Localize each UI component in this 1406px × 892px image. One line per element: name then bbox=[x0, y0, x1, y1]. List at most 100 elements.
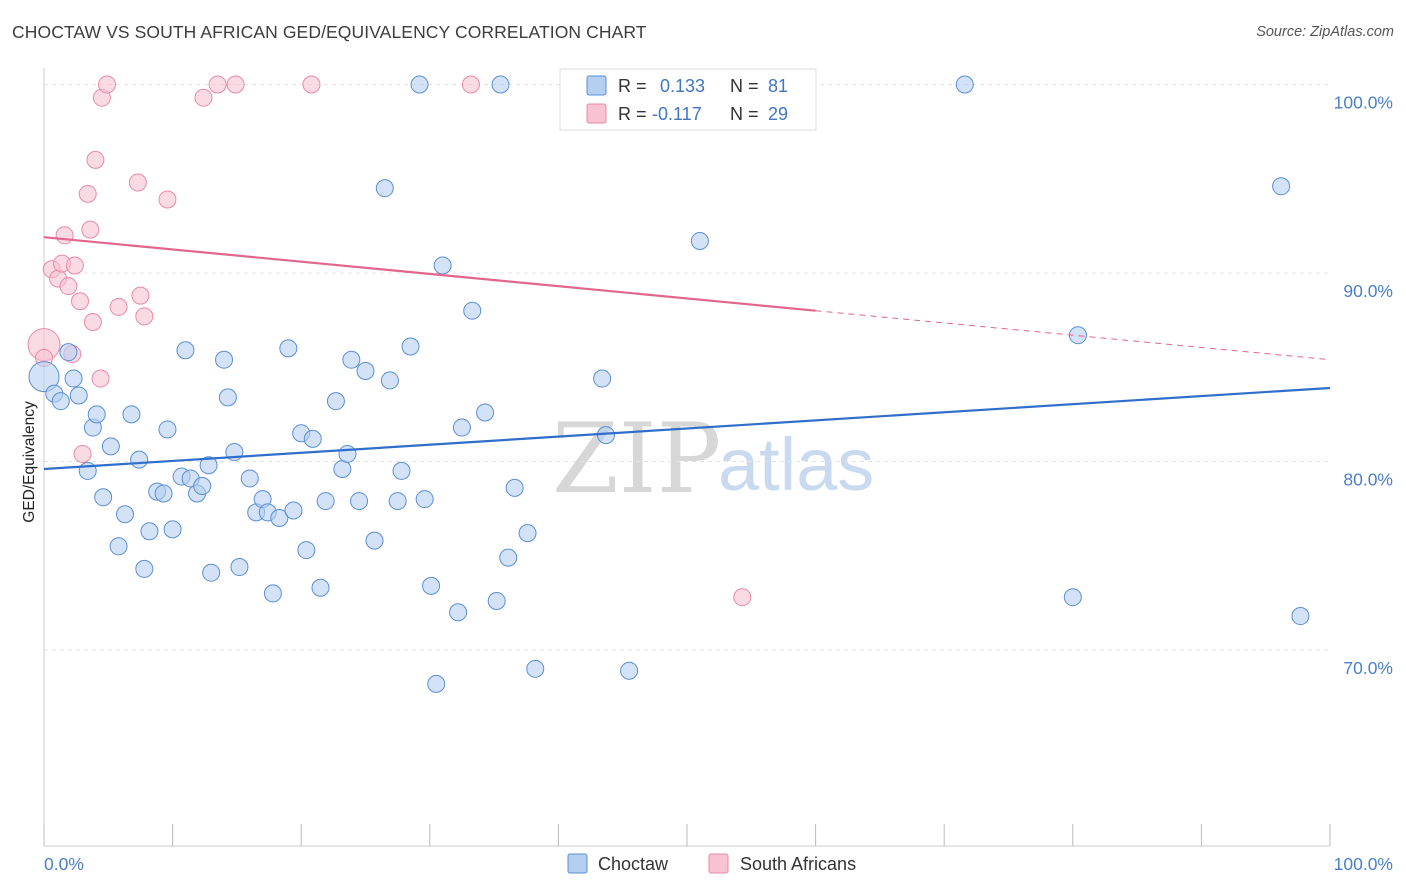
legend-n-label-choctaw: N = bbox=[730, 76, 759, 96]
south-africans-point bbox=[81, 220, 100, 239]
south-africans-point bbox=[733, 588, 752, 607]
choctaw-point bbox=[140, 522, 159, 541]
choctaw-point bbox=[593, 369, 612, 388]
choctaw-point bbox=[392, 461, 411, 480]
south-africans-point bbox=[131, 286, 150, 305]
choctaw-point bbox=[476, 403, 495, 422]
legend-swatch-choctaw bbox=[586, 75, 607, 96]
choctaw-point bbox=[193, 476, 212, 495]
choctaw-point bbox=[1063, 588, 1082, 607]
choctaw-point bbox=[326, 392, 345, 411]
choctaw-point bbox=[596, 426, 615, 445]
choctaw-point bbox=[154, 484, 173, 503]
choctaw-point bbox=[452, 418, 471, 437]
series-legend: Choctaw South Africans bbox=[567, 853, 856, 874]
choctaw-point bbox=[427, 674, 446, 693]
choctaw-point bbox=[1291, 607, 1310, 626]
choctaw-point bbox=[279, 339, 298, 358]
choctaw-point bbox=[422, 576, 441, 595]
south-africans-point bbox=[71, 292, 90, 311]
choctaw-point bbox=[1272, 177, 1291, 196]
south-africans-point bbox=[135, 307, 154, 326]
y-tick-label: 100.0% bbox=[1334, 93, 1393, 113]
axes bbox=[43, 68, 1331, 847]
choctaw-point bbox=[303, 429, 322, 448]
chart-source: Source: ZipAtlas.com bbox=[1256, 24, 1394, 40]
trend-lines bbox=[43, 236, 1331, 471]
choctaw-point bbox=[163, 520, 182, 539]
bottom-legend-label-south-africans: South Africans bbox=[740, 854, 856, 874]
x-tick-label: 0.0% bbox=[44, 854, 84, 874]
south-africans-trend-extension bbox=[815, 310, 1331, 361]
choctaw-point bbox=[297, 541, 316, 560]
choctaw-point bbox=[356, 362, 375, 381]
choctaw-point bbox=[101, 437, 120, 456]
choctaw-point bbox=[505, 478, 524, 497]
choctaw-point bbox=[526, 659, 545, 678]
south-africans-point bbox=[91, 369, 110, 388]
watermark-zip: ZIP bbox=[552, 403, 721, 515]
choctaw-point bbox=[333, 460, 352, 479]
choctaw-point bbox=[491, 75, 510, 94]
y-axis-title: GED/Equivalency bbox=[21, 401, 38, 523]
choctaw-point bbox=[433, 256, 452, 275]
choctaw-points bbox=[28, 75, 1310, 693]
bottom-legend-swatch-south-africans bbox=[708, 853, 729, 874]
x-tick-labels: 0.0% 100.0% bbox=[44, 854, 1393, 874]
south-africans-point bbox=[226, 75, 245, 94]
choctaw-point bbox=[28, 361, 60, 393]
choctaw-point bbox=[410, 75, 429, 94]
choctaw-point bbox=[218, 388, 237, 407]
south-africans-point bbox=[65, 256, 84, 275]
choctaw-point bbox=[87, 405, 106, 424]
south-africans-point bbox=[73, 444, 92, 463]
y-tick-label: 90.0% bbox=[1343, 281, 1393, 301]
watermark-atlas: atlas bbox=[718, 423, 874, 506]
choctaw-point bbox=[130, 450, 149, 469]
stats-legend: R = 0.133 N = 81 R = -0.117 N = 29 bbox=[559, 68, 817, 131]
south-africans-point bbox=[158, 190, 177, 209]
legend-swatch-south-africans bbox=[586, 103, 607, 124]
choctaw-point bbox=[375, 179, 394, 198]
choctaw-point bbox=[240, 469, 259, 488]
choctaw-point bbox=[199, 456, 218, 475]
choctaw-point bbox=[316, 492, 335, 511]
bottom-legend-swatch-choctaw bbox=[567, 853, 588, 874]
choctaw-point bbox=[263, 584, 282, 603]
choctaw-point bbox=[230, 558, 249, 577]
choctaw-point bbox=[64, 369, 83, 388]
choctaw-point bbox=[955, 75, 974, 94]
legend-n-label-south-africans: N = bbox=[730, 104, 759, 124]
legend-n-value-south-africans: 29 bbox=[768, 104, 788, 124]
choctaw-point bbox=[51, 392, 70, 411]
choctaw-point bbox=[487, 591, 506, 610]
south-africans-point bbox=[98, 75, 117, 94]
choctaw-point bbox=[215, 350, 234, 369]
choctaw-point bbox=[122, 405, 141, 424]
south-africans-point bbox=[302, 75, 321, 94]
south-africans-point bbox=[461, 75, 480, 94]
choctaw-point bbox=[350, 492, 369, 511]
choctaw-point bbox=[415, 490, 434, 509]
choctaw-point bbox=[69, 386, 88, 405]
bottom-legend-label-choctaw: Choctaw bbox=[598, 854, 669, 874]
choctaw-point bbox=[518, 524, 537, 543]
south-africans-point bbox=[59, 277, 78, 296]
south-africans-point bbox=[83, 313, 102, 331]
y-tick-labels: 100.0% 90.0% 80.0% 70.0% bbox=[1334, 93, 1393, 678]
choctaw-point bbox=[499, 548, 518, 567]
choctaw-point bbox=[449, 603, 468, 622]
south-africans-point bbox=[78, 184, 97, 203]
south-africans-point bbox=[86, 150, 105, 169]
chart-title: CHOCTAW VS SOUTH AFRICAN GED/EQUIVALENCY… bbox=[12, 22, 647, 42]
choctaw-point bbox=[388, 492, 407, 511]
choctaw-trend-line bbox=[43, 386, 1331, 471]
choctaw-point bbox=[158, 420, 177, 439]
legend-n-value-choctaw: 81 bbox=[768, 76, 788, 96]
choctaw-point bbox=[620, 661, 639, 680]
south-africans-trend-line bbox=[43, 236, 816, 312]
choctaw-point bbox=[94, 488, 113, 507]
legend-r-value-south-africans: -0.117 bbox=[652, 104, 702, 124]
south-africans-points bbox=[27, 75, 752, 607]
choctaw-point bbox=[116, 505, 135, 524]
